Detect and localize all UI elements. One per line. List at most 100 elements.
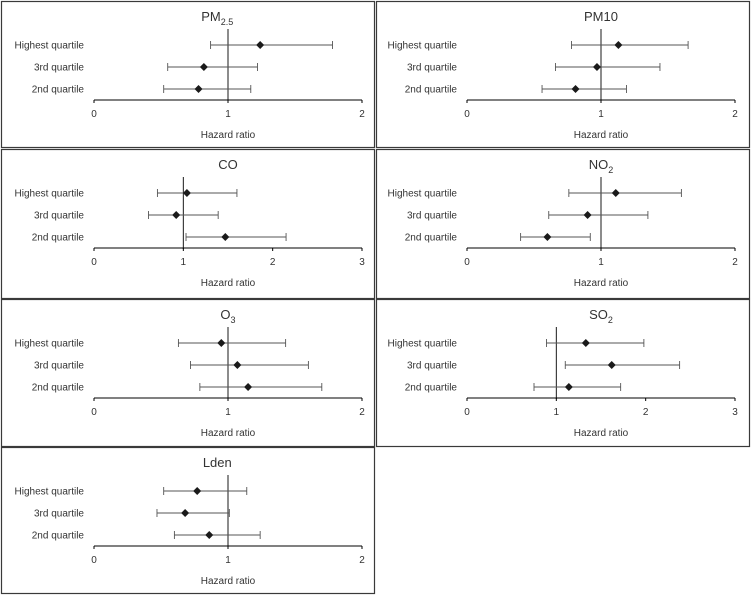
point-estimate-marker — [256, 41, 265, 49]
row-label: 3rd quartile — [34, 63, 84, 74]
point-estimate-marker — [217, 339, 226, 347]
chart-panel: PM2.5 0 1 2 Hazard ratio Highest quartile 3rd … — [0, 0, 376, 149]
x-tick-label: 2 — [359, 407, 365, 418]
point-estimate-marker — [194, 85, 203, 93]
x-tick-label: 0 — [91, 257, 97, 268]
point-estimate-marker — [607, 361, 616, 369]
x-axis-label: Hazard ratio — [201, 130, 256, 141]
x-tick-label: 1 — [598, 109, 604, 120]
point-estimate-marker — [172, 211, 181, 219]
row-label: Highest quartile — [15, 41, 85, 52]
point-estimate-marker — [564, 383, 573, 391]
point-estimate-marker — [193, 487, 202, 495]
point-estimate-marker — [614, 41, 623, 49]
chart-title: O3 — [220, 307, 235, 325]
x-tick-label: 1 — [225, 109, 231, 120]
chart-panel: Lden 0 1 2 Hazard ratio Highest quartile 3rd q… — [0, 446, 376, 595]
x-tick-label: 2 — [643, 407, 649, 418]
x-axis-label: Hazard ratio — [201, 278, 256, 289]
x-axis-label: Hazard ratio — [574, 130, 629, 141]
point-estimate-marker — [233, 361, 242, 369]
chart-title: SO2 — [589, 307, 613, 325]
x-tick-label: 1 — [554, 407, 560, 418]
chart-title: NO2 — [589, 157, 614, 175]
panel-frame — [0, 298, 376, 448]
row-label: 3rd quartile — [407, 63, 457, 74]
chart-title-subscript: 2.5 — [221, 17, 234, 27]
chart-title-subscript: 2 — [608, 315, 613, 325]
point-estimate-marker — [182, 189, 191, 197]
chart-title: PM2.5 — [201, 9, 233, 27]
row-label: 2nd quartile — [32, 383, 85, 394]
row-label: 3rd quartile — [407, 361, 457, 372]
point-estimate-marker — [571, 85, 580, 93]
x-axis-label: Hazard ratio — [201, 428, 256, 439]
row-label: 3rd quartile — [34, 361, 84, 372]
row-label: 2nd quartile — [32, 85, 85, 96]
chart-title-text: PM10 — [584, 9, 618, 24]
row-label: Highest quartile — [388, 189, 458, 200]
point-estimate-marker — [611, 189, 620, 197]
x-tick-label: 2 — [732, 109, 738, 120]
row-label: Highest quartile — [388, 339, 458, 350]
chart-title-text: O — [220, 307, 230, 322]
x-tick-label: 2 — [359, 109, 365, 120]
x-tick-label: 0 — [464, 257, 470, 268]
point-estimate-marker — [543, 233, 552, 241]
x-axis-label: Hazard ratio — [574, 278, 629, 289]
chart-title: PM10 — [584, 9, 618, 24]
x-tick-label: 2 — [732, 257, 738, 268]
point-estimate-marker — [592, 63, 601, 71]
x-tick-label: 1 — [181, 257, 187, 268]
chart-title-subscript: 2 — [608, 165, 613, 175]
chart-title-subscript: 3 — [231, 315, 236, 325]
row-label: Highest quartile — [15, 487, 85, 498]
point-estimate-marker — [581, 339, 590, 347]
point-estimate-marker — [583, 211, 592, 219]
point-estimate-marker — [199, 63, 208, 71]
panel-frame — [375, 298, 751, 448]
chart-title: Lden — [203, 455, 232, 470]
row-label: Highest quartile — [15, 339, 85, 350]
chart-title-text: Lden — [203, 455, 232, 470]
chart-panel: CO 0 1 2 3 Hazard ratio Highest quartile 3rd qu… — [0, 148, 376, 300]
x-tick-label: 1 — [598, 257, 604, 268]
x-tick-label: 0 — [91, 407, 97, 418]
row-label: 2nd quartile — [405, 233, 458, 244]
x-tick-label: 3 — [732, 407, 738, 418]
chart-panel: O3 0 1 2 Hazard ratio Highest quartile 3rd qua… — [0, 298, 376, 448]
panel-frame — [0, 446, 376, 595]
chart-panel: PM10 0 1 2 Hazard ratio Highest quartile 3rd q… — [375, 0, 751, 149]
chart-title-text: CO — [218, 157, 238, 172]
row-label: 2nd quartile — [32, 233, 85, 244]
chart-title: CO — [218, 157, 238, 172]
x-tick-label: 0 — [91, 109, 97, 120]
chart-title-text: PM — [201, 9, 221, 24]
x-tick-label: 1 — [225, 407, 231, 418]
chart-title-text: NO — [589, 157, 609, 172]
x-tick-label: 0 — [91, 555, 97, 566]
x-axis-label: Hazard ratio — [201, 576, 256, 587]
row-label: 2nd quartile — [32, 531, 85, 542]
x-tick-label: 1 — [225, 555, 231, 566]
row-label: 3rd quartile — [34, 211, 84, 222]
chart-title-text: SO — [589, 307, 608, 322]
x-tick-label: 0 — [464, 407, 470, 418]
x-tick-label: 0 — [464, 109, 470, 120]
row-label: 3rd quartile — [34, 509, 84, 520]
x-axis-label: Hazard ratio — [574, 428, 629, 439]
row-label: Highest quartile — [388, 41, 458, 52]
panel-frame — [0, 148, 376, 300]
point-estimate-marker — [221, 233, 230, 241]
row-label: 2nd quartile — [405, 383, 458, 394]
point-estimate-marker — [181, 509, 190, 517]
row-label: 3rd quartile — [407, 211, 457, 222]
panel-frame — [375, 148, 751, 300]
point-estimate-marker — [244, 383, 253, 391]
point-estimate-marker — [205, 531, 214, 539]
x-tick-label: 2 — [359, 555, 365, 566]
x-tick-label: 2 — [270, 257, 276, 268]
